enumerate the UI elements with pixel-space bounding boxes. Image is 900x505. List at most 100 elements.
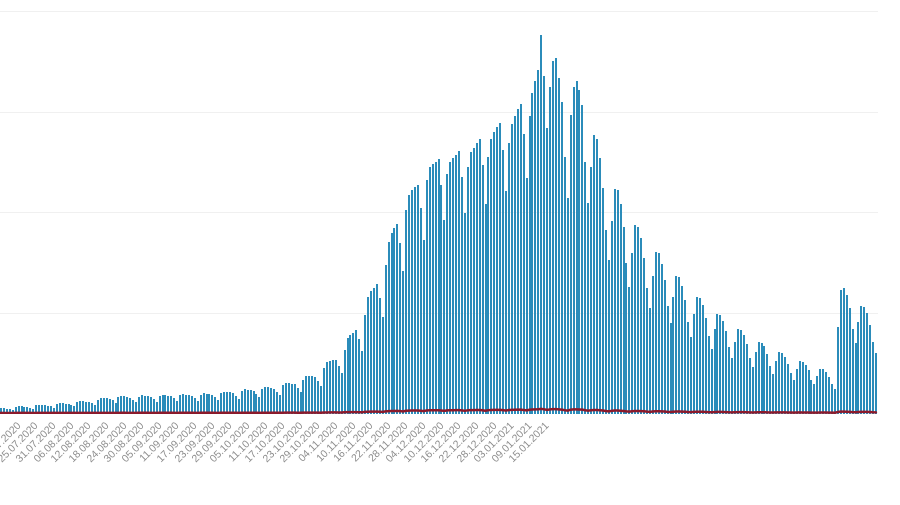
bar: [593, 135, 596, 414]
bar: [769, 365, 772, 414]
bar: [866, 313, 869, 414]
bar: [70, 405, 73, 414]
bar: [422, 239, 425, 414]
bar: [792, 379, 795, 414]
bar: [528, 115, 531, 414]
bar: [481, 165, 484, 414]
bar: [396, 223, 399, 414]
bar: [848, 308, 851, 414]
bar: [654, 252, 657, 414]
bar: [651, 276, 654, 414]
bar: [490, 138, 493, 414]
bar: [343, 349, 346, 414]
bar: [82, 401, 85, 414]
bar: [828, 377, 831, 414]
bar: [516, 108, 519, 414]
bar: [857, 322, 860, 414]
bar: [8, 409, 11, 414]
bar: [399, 243, 402, 414]
bar: [513, 115, 516, 414]
bar: [728, 347, 731, 414]
bar: [261, 388, 264, 414]
bar: [372, 287, 375, 414]
bar: [79, 401, 82, 414]
bar: [132, 399, 135, 414]
bar: [613, 189, 616, 414]
bar: [552, 60, 555, 414]
bar: [120, 396, 123, 414]
bar: [237, 398, 240, 414]
bar: [731, 357, 734, 414]
bar: [67, 404, 70, 414]
bar: [831, 384, 834, 414]
bar: [91, 403, 94, 414]
bar: [258, 397, 261, 414]
bar: [161, 394, 164, 414]
bar: [446, 174, 449, 414]
bar: [117, 396, 120, 414]
bar: [278, 395, 281, 414]
daily-deaths-line: [0, 407, 878, 414]
bar: [710, 348, 713, 414]
bar: [293, 384, 296, 414]
bar: [76, 401, 79, 414]
bar: [46, 405, 49, 414]
bar: [572, 87, 575, 414]
bar: [44, 405, 47, 414]
bar: [349, 334, 352, 414]
bar: [452, 158, 455, 414]
bar: [369, 291, 372, 414]
bar: [778, 352, 781, 414]
bar: [748, 357, 751, 414]
bar: [411, 190, 414, 414]
bar: [607, 260, 610, 414]
x-axis-tick-labels: 19.07.2020 25.07.2020 31.07.2020 06.08.2020…: [0, 414, 900, 505]
bar: [634, 224, 637, 414]
bar: [108, 398, 111, 414]
gridline-0: [0, 11, 878, 12]
bar: [825, 371, 828, 414]
bar: [381, 316, 384, 414]
bar: [690, 337, 693, 414]
bar: [502, 150, 505, 414]
bar: [751, 366, 754, 414]
bar: [461, 176, 464, 414]
bar: [390, 232, 393, 414]
bar: [311, 376, 314, 414]
bar: [610, 221, 613, 414]
bar: [416, 184, 419, 414]
bar: [810, 379, 813, 414]
bar: [387, 241, 390, 414]
bar: [581, 105, 584, 414]
bar: [196, 400, 199, 414]
bar: [646, 287, 649, 414]
bar: [554, 58, 557, 414]
bar: [99, 398, 102, 414]
bar: [698, 298, 701, 414]
bar: [854, 342, 857, 414]
bar: [625, 262, 628, 414]
bar: [35, 405, 38, 414]
bar: [434, 161, 437, 414]
bar: [549, 87, 552, 414]
bar: [466, 167, 469, 414]
bar: [0, 407, 2, 414]
line-series-daily-deaths: [0, 407, 878, 414]
bar: [757, 341, 760, 414]
bar: [601, 188, 604, 414]
bar: [187, 395, 190, 414]
bar: [340, 373, 343, 414]
bar: [449, 161, 452, 414]
bar: [378, 298, 381, 414]
bar: [463, 213, 466, 414]
bar: [179, 395, 182, 414]
bar: [540, 35, 543, 414]
gridline-1: [0, 112, 878, 113]
bar: [833, 388, 836, 414]
bar: [143, 395, 146, 414]
bar: [739, 330, 742, 414]
bar: [220, 393, 223, 414]
bar: [135, 401, 138, 414]
bar: [38, 404, 41, 414]
bar: [252, 390, 255, 414]
